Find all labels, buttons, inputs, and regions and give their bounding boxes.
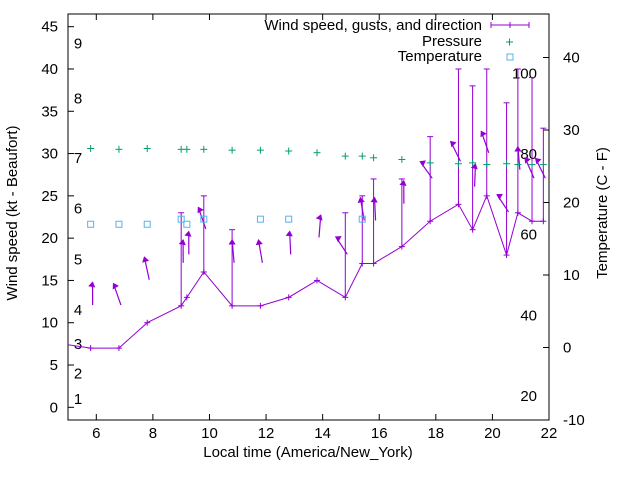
series-layer [68, 68, 547, 352]
wind-direction-arrowhead [450, 140, 457, 148]
temperature-point [285, 215, 293, 223]
y2-tick-label: 10 [563, 267, 580, 284]
y-tick-label: 10 [41, 315, 58, 332]
fahrenheit-label: 60 [520, 226, 537, 243]
legend-label-temperature: Temperature [398, 48, 482, 65]
wind-direction-arrowhead [480, 130, 487, 138]
series-clip-group [68, 68, 547, 352]
beaufort-label: 5 [74, 251, 82, 268]
wind-direction-arrowhead [88, 281, 96, 288]
y-tick-label: 45 [41, 19, 58, 36]
beaufort-label: 2 [74, 365, 82, 382]
plot-frame [67, 13, 550, 421]
x-tick-label: 10 [201, 425, 218, 442]
legend-label-wind: Wind speed, gusts, and direction [264, 17, 482, 34]
beaufort-label: 4 [74, 302, 82, 319]
x-tick-label: 8 [149, 425, 157, 442]
y2-tick-label: 0 [563, 340, 571, 357]
fahrenheit-labels: 20 40 60 80 100 [512, 65, 537, 405]
fahrenheit-label: 100 [512, 65, 537, 82]
y-tick-label: 20 [41, 230, 58, 247]
y2-axis-label: Temperature (C - F) [594, 147, 611, 279]
y2-tick-label: -10 [563, 412, 585, 429]
x-tick-label: 6 [92, 425, 100, 442]
y-tick-label: 15 [41, 272, 58, 289]
legend-label-pressure: Pressure [422, 33, 482, 50]
temperature-point [183, 220, 191, 228]
wind-direction-arrowhead [228, 238, 236, 245]
axis-ticks [68, 14, 550, 421]
legend-swatches [490, 22, 530, 61]
beaufort-label: 6 [74, 201, 82, 218]
x-tick-labels: 6 8 10 12 14 16 18 20 22 [92, 425, 557, 442]
y2-tick-label: 30 [563, 122, 580, 139]
y-tick-label: 30 [41, 146, 58, 163]
temperature-point [200, 215, 208, 223]
y2-tick-label: 20 [563, 195, 580, 212]
legend: Wind speed, gusts, and direction Pressur… [264, 17, 530, 65]
fahrenheit-label: 20 [520, 388, 537, 405]
wind-direction-arrowhead [178, 239, 186, 246]
wind-direction-arrowhead [370, 196, 378, 203]
beaufort-label: 3 [74, 336, 82, 353]
y-tick-label: 0 [50, 399, 58, 416]
wind-direction-arrowhead [514, 145, 522, 152]
y-tick-labels: 0 5 10 15 20 25 30 35 40 45 [41, 19, 58, 417]
wind-speed-line [68, 194, 544, 349]
beaufort-labels: 1 2 3 4 5 6 7 8 9 [74, 36, 82, 408]
wind-direction-arrowhead [285, 230, 293, 237]
wind-direction-arrowhead [399, 179, 407, 187]
wind-direction-arrowhead [142, 256, 150, 263]
wind-direction-arrowhead [255, 239, 263, 246]
wind-direction-arrowhead [496, 193, 503, 201]
wind-direction-arrowhead [197, 206, 204, 214]
y2-tick-labels: -10 0 10 20 30 40 [563, 50, 585, 430]
x-tick-label: 22 [541, 425, 558, 442]
y2-tick-label: 40 [563, 50, 580, 67]
wind-direction-arrowhead [334, 236, 342, 243]
wind-direction-arrowhead [470, 163, 478, 170]
wind-direction-arrowhead [184, 230, 192, 237]
wind-direction-arrowhead [534, 157, 542, 165]
temperature-point [143, 220, 151, 228]
beaufort-label: 9 [74, 36, 82, 53]
wind-direction-arrowhead [419, 160, 426, 167]
fahrenheit-label: 80 [520, 146, 537, 163]
beaufort-label: 8 [74, 91, 82, 108]
beaufort-label: 1 [74, 391, 82, 408]
x-tick-label: 12 [258, 425, 275, 442]
temperature-point [256, 215, 264, 223]
temperature-point [115, 220, 123, 228]
x-tick-label: 16 [371, 425, 388, 442]
y-tick-label: 25 [41, 188, 58, 205]
temperature-point [87, 220, 95, 228]
x-tick-label: 14 [314, 425, 331, 442]
x-axis-label: Local time (America/New_York) [203, 444, 413, 461]
y-axis-label: Wind speed (kt - Beaufort) [4, 125, 21, 300]
wind-direction-arrowhead [524, 157, 531, 164]
temperature-point [177, 215, 185, 223]
wind-direction-arrowhead [315, 214, 323, 221]
wind-direction-arrowhead [357, 196, 365, 203]
x-tick-label: 20 [484, 425, 501, 442]
wind-direction-arrowhead [112, 282, 119, 290]
legend-swatch-temperature [506, 53, 514, 61]
fahrenheit-label: 40 [520, 308, 537, 325]
temperature-point [358, 215, 366, 223]
y-tick-label: 40 [41, 61, 58, 78]
y-tick-label: 5 [50, 357, 58, 374]
x-tick-label: 18 [427, 425, 444, 442]
beaufort-label: 7 [74, 150, 82, 167]
y-tick-label: 35 [41, 103, 58, 120]
